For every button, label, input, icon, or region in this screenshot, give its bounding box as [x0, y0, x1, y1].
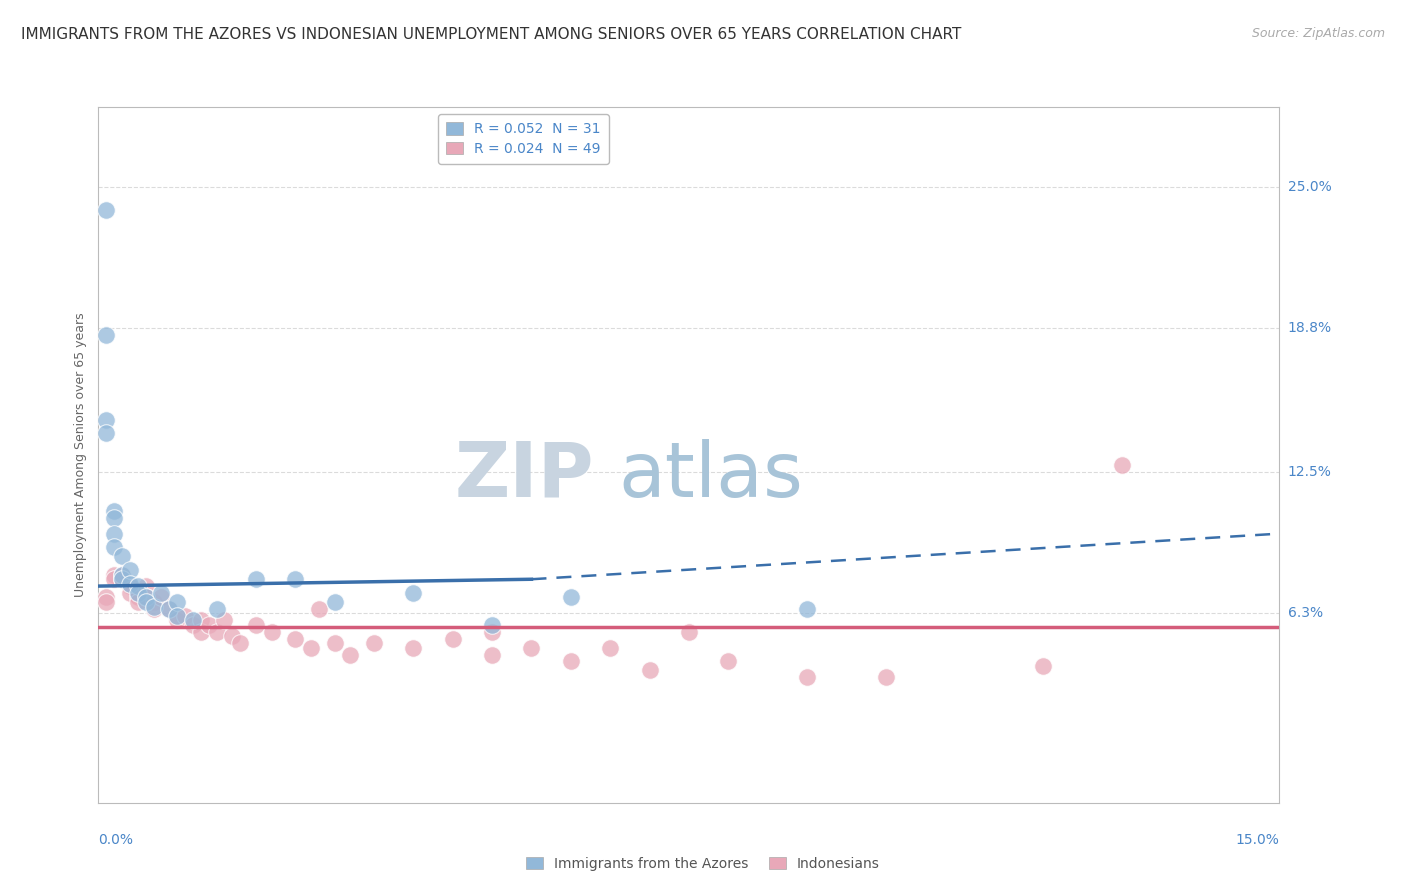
Point [796, 602, 818, 616]
Point [1111, 458, 1133, 473]
Point [96, 591, 118, 605]
Text: Source: ZipAtlas.com: Source: ZipAtlas.com [1251, 27, 1385, 40]
Point [157, 602, 180, 616]
Point [560, 591, 582, 605]
Point [103, 510, 125, 524]
Point [229, 636, 252, 650]
Point [402, 640, 425, 655]
Point [560, 654, 582, 668]
Point [221, 629, 243, 643]
Point [245, 618, 267, 632]
Point [111, 572, 134, 586]
Legend: Immigrants from the Azores, Indonesians: Immigrants from the Azores, Indonesians [520, 851, 886, 876]
Point [284, 572, 307, 586]
Point [118, 579, 141, 593]
Point [363, 636, 385, 650]
Point [118, 576, 141, 591]
Point [678, 624, 700, 639]
Point [166, 613, 188, 627]
Point [190, 613, 212, 627]
Point [181, 613, 204, 627]
Point [402, 586, 425, 600]
Point [111, 572, 134, 586]
Text: 6.3%: 6.3% [1288, 607, 1323, 621]
Point [127, 579, 149, 593]
Y-axis label: Unemployment Among Seniors over 65 years: Unemployment Among Seniors over 65 years [75, 312, 87, 598]
Point [135, 595, 157, 609]
Point [111, 567, 134, 582]
Point [166, 608, 188, 623]
Point [96, 412, 118, 426]
Point [142, 595, 165, 609]
Point [245, 572, 267, 586]
Point [441, 632, 464, 646]
Point [205, 624, 228, 639]
Point [111, 567, 134, 582]
Point [717, 654, 740, 668]
Point [118, 586, 141, 600]
Point [103, 567, 125, 582]
Point [599, 640, 621, 655]
Point [323, 595, 346, 609]
Point [150, 591, 173, 605]
Text: 18.8%: 18.8% [1288, 321, 1331, 335]
Point [166, 608, 188, 623]
Text: IMMIGRANTS FROM THE AZORES VS INDONESIAN UNEMPLOYMENT AMONG SENIORS OVER 65 YEAR: IMMIGRANTS FROM THE AZORES VS INDONESIAN… [21, 27, 962, 42]
Point [796, 670, 818, 684]
Point [339, 648, 361, 662]
Point [103, 541, 125, 555]
Point [127, 586, 149, 600]
Point [142, 599, 165, 614]
Point [135, 591, 157, 605]
Point [190, 624, 212, 639]
Point [96, 202, 118, 217]
Point [299, 640, 322, 655]
Point [157, 602, 180, 616]
Text: 0.0%: 0.0% [98, 833, 134, 847]
Point [260, 624, 283, 639]
Point [481, 624, 503, 639]
Point [111, 549, 134, 564]
Point [150, 586, 173, 600]
Point [323, 636, 346, 650]
Point [118, 563, 141, 577]
Point [1032, 659, 1054, 673]
Legend: R = 0.052  N = 31, R = 0.024  N = 49: R = 0.052 N = 31, R = 0.024 N = 49 [439, 114, 609, 164]
Point [96, 426, 118, 441]
Point [481, 648, 503, 662]
Point [96, 328, 118, 343]
Point [135, 591, 157, 605]
Point [142, 602, 165, 616]
Point [205, 602, 228, 616]
Point [103, 504, 125, 518]
Point [96, 595, 118, 609]
Point [284, 632, 307, 646]
Point [875, 670, 897, 684]
Point [197, 618, 219, 632]
Point [166, 595, 188, 609]
Point [127, 595, 149, 609]
Text: atlas: atlas [619, 439, 803, 513]
Text: 25.0%: 25.0% [1288, 180, 1331, 194]
Text: 15.0%: 15.0% [1236, 833, 1279, 847]
Point [638, 664, 661, 678]
Point [135, 579, 157, 593]
Text: ZIP: ZIP [456, 439, 595, 513]
Text: 12.5%: 12.5% [1288, 465, 1331, 479]
Point [181, 618, 204, 632]
Point [127, 591, 149, 605]
Point [103, 526, 125, 541]
Point [103, 572, 125, 586]
Point [481, 618, 503, 632]
Point [174, 608, 197, 623]
Point [214, 613, 236, 627]
Point [520, 640, 543, 655]
Point [308, 602, 330, 616]
